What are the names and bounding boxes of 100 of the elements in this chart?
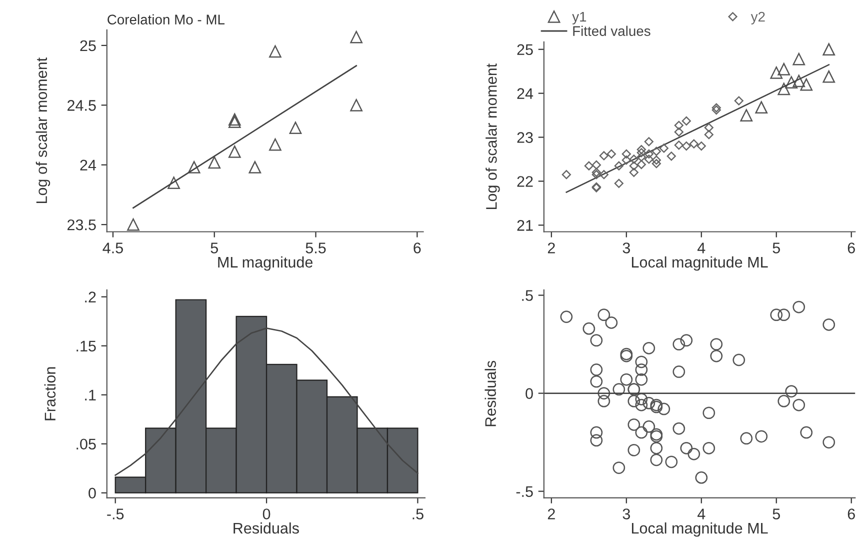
point bbox=[674, 140, 684, 150]
point bbox=[778, 62, 790, 76]
point bbox=[666, 152, 676, 161]
x-tick-label: 5 bbox=[210, 242, 218, 254]
point bbox=[652, 156, 661, 165]
point bbox=[592, 160, 601, 170]
x-tick-label: 4 bbox=[697, 508, 706, 520]
point bbox=[248, 161, 262, 174]
x-tick-label: 4.5 bbox=[102, 242, 123, 254]
x-tick-label: 2 bbox=[548, 508, 555, 520]
x-tick-label: 2 bbox=[548, 242, 555, 254]
point bbox=[674, 127, 684, 137]
x-tick-label: 5.5 bbox=[306, 242, 326, 254]
y-tick-label: -.5 bbox=[516, 486, 533, 497]
point bbox=[712, 103, 721, 112]
y-tick-label: .2 bbox=[85, 292, 96, 302]
x-tick-label: 6 bbox=[848, 508, 855, 520]
point bbox=[800, 78, 813, 91]
point bbox=[168, 176, 180, 189]
point bbox=[682, 141, 691, 151]
y-tick-label: 0 bbox=[526, 388, 533, 399]
point bbox=[740, 109, 753, 122]
x-tick-label: .5 bbox=[412, 508, 424, 520]
point bbox=[792, 52, 806, 66]
point bbox=[696, 141, 706, 151]
y-tick-label: .15 bbox=[76, 340, 96, 352]
y-tick-label: .05 bbox=[76, 438, 96, 450]
x-axis-title: Local magnitude ML bbox=[632, 522, 768, 537]
y-tick-label: 23 bbox=[517, 132, 533, 143]
point bbox=[822, 43, 836, 56]
line-series bbox=[114, 327, 418, 476]
y-tick-label: 21 bbox=[517, 220, 533, 231]
point bbox=[599, 151, 608, 160]
point bbox=[644, 149, 654, 159]
y-axis-title: Fraction bbox=[44, 367, 56, 420]
point bbox=[127, 218, 140, 231]
point bbox=[778, 82, 790, 96]
point bbox=[652, 159, 661, 168]
y-axis-title: Residuals bbox=[484, 360, 496, 426]
point bbox=[704, 130, 714, 140]
y-tick-label: 24 bbox=[80, 160, 96, 170]
x-tick-label: 5 bbox=[772, 508, 780, 520]
point bbox=[652, 146, 661, 156]
point bbox=[659, 144, 668, 153]
x-tick-label: 6 bbox=[848, 242, 855, 254]
point bbox=[636, 152, 646, 162]
x-axis-title: Local magnitude ML bbox=[632, 256, 768, 271]
y-tick-label: 23.5 bbox=[68, 219, 96, 230]
point bbox=[269, 138, 282, 151]
point bbox=[599, 170, 608, 180]
point bbox=[584, 161, 594, 170]
point bbox=[785, 76, 798, 88]
x-tick-label: 3 bbox=[622, 242, 630, 254]
x-tick-label: 6 bbox=[414, 242, 421, 254]
y-tick-label: 24 bbox=[517, 88, 534, 99]
x-tick-label: 5 bbox=[772, 242, 780, 254]
point bbox=[562, 170, 571, 180]
y-axis-title: Log of scalar moment bbox=[36, 57, 50, 204]
point bbox=[350, 98, 362, 112]
y-tick-label: .5 bbox=[522, 290, 533, 301]
legend-label: y1 bbox=[572, 12, 586, 24]
y-tick-label: 0 bbox=[88, 488, 96, 499]
point bbox=[629, 168, 638, 177]
point bbox=[208, 156, 221, 169]
point bbox=[228, 113, 241, 126]
legend-label: y2 bbox=[750, 12, 765, 24]
point bbox=[614, 161, 624, 170]
chart-title: Corelation Mo - ML bbox=[108, 14, 225, 24]
point bbox=[792, 74, 806, 88]
point bbox=[689, 139, 698, 148]
point bbox=[228, 116, 241, 128]
point bbox=[188, 161, 200, 174]
x-axis-title: ML magnitude bbox=[218, 256, 313, 271]
point bbox=[622, 156, 631, 165]
x-tick-label: 0 bbox=[262, 508, 270, 520]
point bbox=[674, 120, 684, 130]
point bbox=[592, 168, 601, 177]
point bbox=[636, 145, 646, 154]
point bbox=[592, 170, 601, 180]
point bbox=[622, 149, 631, 159]
point bbox=[644, 154, 654, 164]
point bbox=[712, 105, 721, 115]
x-tick-label: 4 bbox=[697, 242, 706, 254]
point bbox=[755, 101, 768, 114]
point bbox=[734, 96, 744, 106]
y-axis-title: Log of scalar moment bbox=[486, 63, 500, 210]
point bbox=[704, 123, 714, 132]
y-tick-label: 25 bbox=[517, 44, 533, 56]
point bbox=[629, 161, 638, 170]
point bbox=[228, 146, 241, 158]
point bbox=[636, 148, 646, 158]
point bbox=[606, 149, 616, 159]
x-tick-label: -.5 bbox=[107, 508, 124, 520]
point bbox=[629, 154, 638, 164]
x-tick-label: 3 bbox=[622, 508, 630, 520]
point bbox=[289, 122, 302, 134]
y-tick-label: 25 bbox=[80, 40, 96, 52]
point bbox=[770, 66, 783, 79]
point bbox=[269, 45, 282, 58]
x-axis-title: Residuals bbox=[234, 522, 299, 534]
